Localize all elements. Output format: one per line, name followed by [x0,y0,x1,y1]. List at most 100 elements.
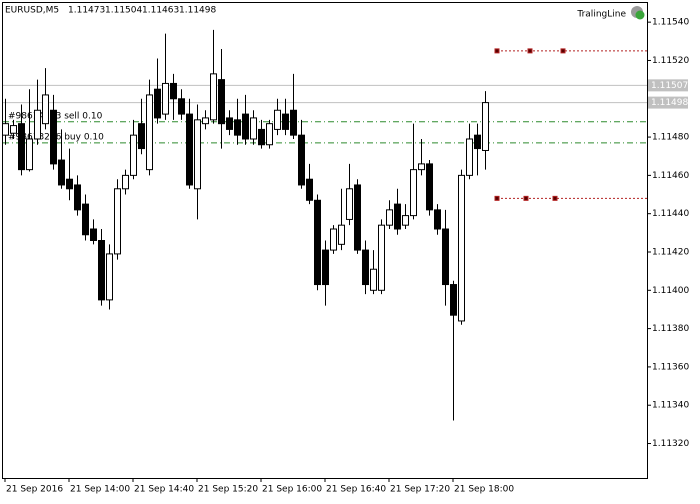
candle [50,94,57,170]
candle [458,169,465,325]
candle [386,200,393,230]
candle-body [234,119,241,136]
candle-body [42,94,49,125]
y-tick-label: 1.11440 [652,209,689,219]
candle [82,194,89,241]
candle-body [242,113,249,140]
candle-body [474,134,481,150]
y-tick-label: 1.11480 [652,133,689,143]
candle-body [410,169,417,217]
x-tick-label: 21 Sep 17:20 [390,485,450,495]
symbol: EURUSD,M5 [5,6,59,16]
candle [130,119,137,180]
candle-body [178,98,185,115]
candle-body [138,123,145,150]
candle-body [482,102,489,151]
candle-body [114,188,121,255]
candle-body [322,249,329,286]
candle [18,104,25,176]
y-tick-label: 1.11540 [652,18,689,28]
y-tick-label: 1.11520 [652,56,689,66]
candle-body [186,113,193,186]
x-tick-label: 21 Sep 16:40 [326,485,386,495]
candle-body [402,215,409,226]
candle-body [370,268,377,291]
candle [394,188,401,235]
candle-body [314,199,321,286]
y-tick-label: 1.11420 [652,247,689,257]
candle [74,175,81,216]
candle-body [274,109,281,130]
candle [402,204,409,230]
candle-body [130,134,137,176]
candle-body [154,88,161,119]
candle-body [306,178,313,201]
candle-body [202,117,209,125]
candle [314,194,321,291]
candle [306,163,313,205]
candle [186,98,193,189]
candle-body [82,203,89,236]
candle [330,225,337,254]
candle [434,204,441,235]
candle [234,98,241,145]
candle-body [50,109,57,165]
candle [194,104,201,220]
candle-body [450,284,457,316]
candle [58,129,65,189]
candle-body [2,123,9,136]
candle [162,33,169,120]
indicator-icon [631,6,645,20]
candle-body [346,188,353,220]
trail-marker [560,48,566,54]
candle [218,48,225,149]
candle-body [194,119,201,190]
candle [442,209,449,306]
candle [290,73,297,139]
candle [242,94,249,145]
candle [378,219,385,295]
candle-body [386,209,393,226]
trail-marker [523,195,529,201]
candle [418,138,425,176]
candle [146,79,153,176]
candle-body [394,203,401,230]
candle-body [218,79,225,125]
header-open: 1.11473 [68,6,105,16]
candle-body [146,94,153,171]
candle [154,58,161,124]
y-tick-label: 1.11320 [652,439,689,449]
candle [138,98,145,155]
candle [34,79,41,145]
header-close: 1.11498 [179,6,216,16]
indicator-name: TralingLine [576,10,626,20]
candle [354,179,361,254]
candle [362,240,369,295]
candle-body [338,224,345,245]
candle [178,89,185,120]
candle [466,123,473,180]
candle-body [58,159,65,186]
candle [26,89,33,172]
x-tick-label: 21 Sep 18:00 [454,485,514,495]
candle-body [458,174,465,322]
candle-body [90,228,97,242]
y-tick-label: 1.11460 [652,171,689,181]
candle [426,160,433,216]
candle-body [26,138,33,171]
candle [226,110,233,136]
candle [114,179,121,260]
candle-body [66,178,73,190]
candle-body [258,128,265,146]
y-tick-label: 1.11380 [652,324,689,334]
header-low: 1.11463 [142,6,179,16]
candle-body [266,123,273,146]
candle [450,280,457,421]
candle [370,250,377,295]
x-tick-label: 21 Sep 16:00 [262,485,322,495]
candle [106,244,113,310]
icon-front [635,10,645,20]
candle-body [362,249,369,286]
candle-body [442,228,449,286]
candle-body [250,117,257,140]
